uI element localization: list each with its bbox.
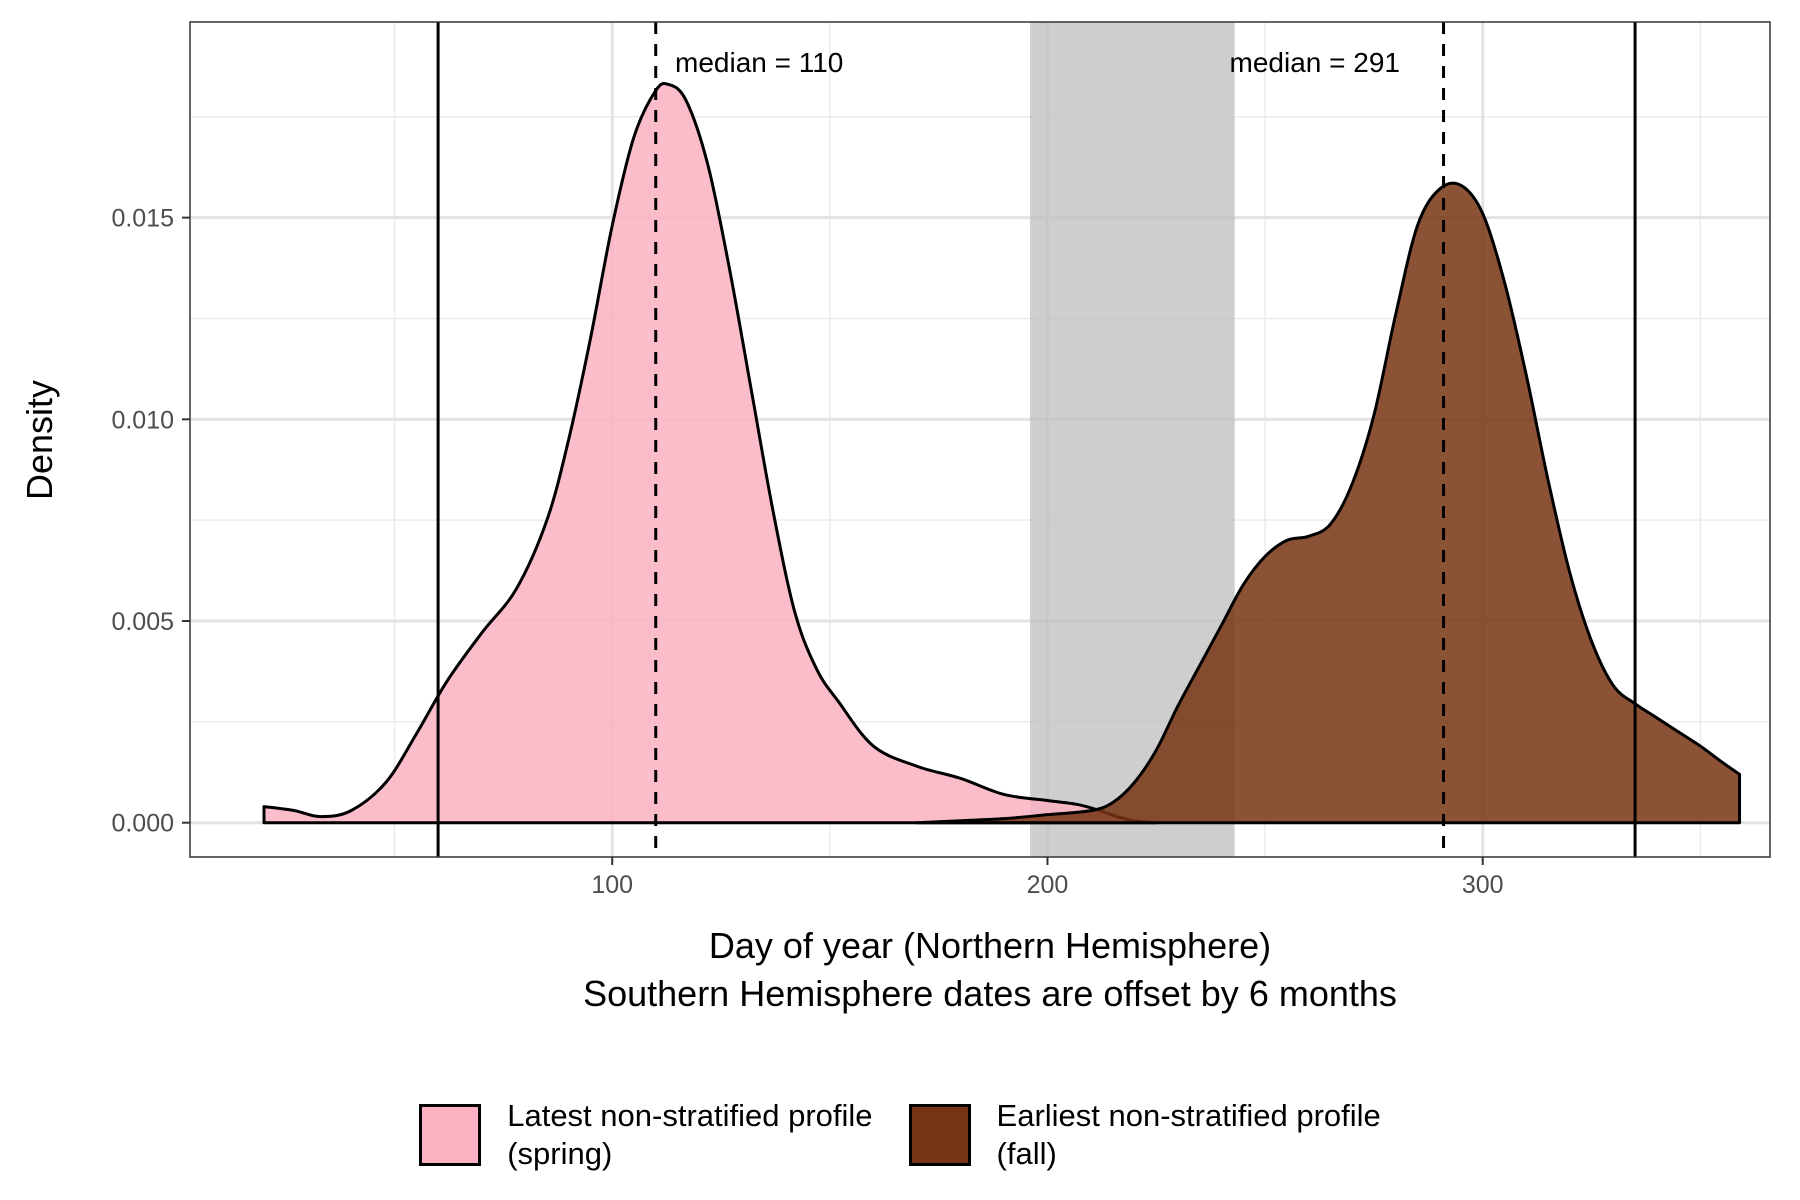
x-tick-label: 200 bbox=[1027, 871, 1069, 899]
x-axis-title: Day of year (Northern Hemisphere) bbox=[709, 925, 1271, 966]
reference-lines bbox=[436, 22, 1637, 857]
legend-label-fall: Earliest non-stratified profile (fall) bbox=[996, 1098, 1381, 1171]
y-tick-label: 0.010 bbox=[111, 406, 174, 434]
legend-label-spring: Latest non-stratified profile (spring) bbox=[507, 1098, 873, 1171]
plot-panel-border bbox=[189, 21, 1771, 858]
axis-ticks: 100 200 300 0.000 0.005 0.010 0.015 bbox=[111, 205, 1503, 899]
y-tick-label: 0.005 bbox=[111, 608, 174, 636]
y-tick-label: 0.000 bbox=[111, 810, 174, 838]
density-area-fall bbox=[915, 181, 1742, 825]
y-tick-label: 0.015 bbox=[111, 205, 174, 233]
density-areas bbox=[262, 81, 1742, 825]
legend-key-fall bbox=[908, 1104, 971, 1166]
x-tick-label: 100 bbox=[591, 871, 633, 899]
median-label-spring: median = 110 bbox=[675, 47, 843, 78]
median-label-fall: median = 291 bbox=[1230, 47, 1400, 78]
legend-key-spring bbox=[419, 1104, 482, 1166]
density-area-spring bbox=[262, 81, 1158, 825]
density-chart: 100 200 300 0.000 0.005 0.010 0.015 median = 1… bbox=[19, 21, 1771, 1014]
legend-item-spring: Latest non-stratified profile (spring) bbox=[419, 1097, 873, 1173]
legend: Latest non-stratified profile (spring) E… bbox=[0, 1080, 1800, 1190]
y-axis-title: Density bbox=[19, 380, 60, 500]
x-axis-subtitle: Southern Hemisphere dates are offset by … bbox=[583, 973, 1397, 1014]
legend-item-fall: Earliest non-stratified profile (fall) bbox=[908, 1097, 1381, 1173]
x-tick-label: 300 bbox=[1462, 871, 1504, 899]
